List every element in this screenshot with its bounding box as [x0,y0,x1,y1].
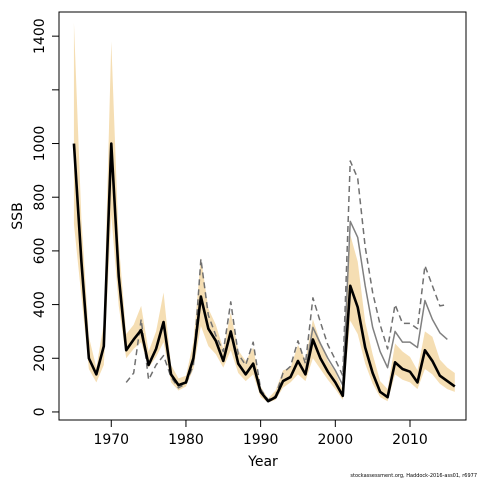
credit-text: stockassessment.org, Haddock-2016-ass01,… [350,473,477,479]
x-tick-label: 2010 [392,432,428,448]
series-layer [72,142,456,403]
plot-frame [58,11,467,421]
series-line-grey [304,220,448,386]
y-tick-label: 600 [32,238,48,265]
x-tick-label: 1980 [168,432,204,448]
y-axis: 0 200 400 600 800 1000 1400 [32,18,59,416]
confidence-band [73,22,455,403]
y-axis-title: SSB [10,202,26,229]
x-tick-label: 1990 [243,432,279,448]
y-tick-label: 200 [32,345,48,372]
y-tick-label: 0 [32,407,48,416]
y-tick-label: 400 [32,291,48,318]
x-tick-label: 1970 [93,432,129,448]
y-tick-label: 1400 [32,18,48,54]
series-line-dashed [125,160,448,401]
x-axis: 1970 1980 1990 2000 2010 [93,420,428,448]
y-tick-label: 1000 [32,126,48,162]
confidence-band-layer [73,22,455,403]
x-axis-title: Year [247,454,278,470]
series-line-ssb-estimate [72,142,456,403]
x-tick-label: 2000 [317,432,353,448]
y-tick-label: 800 [32,184,48,211]
